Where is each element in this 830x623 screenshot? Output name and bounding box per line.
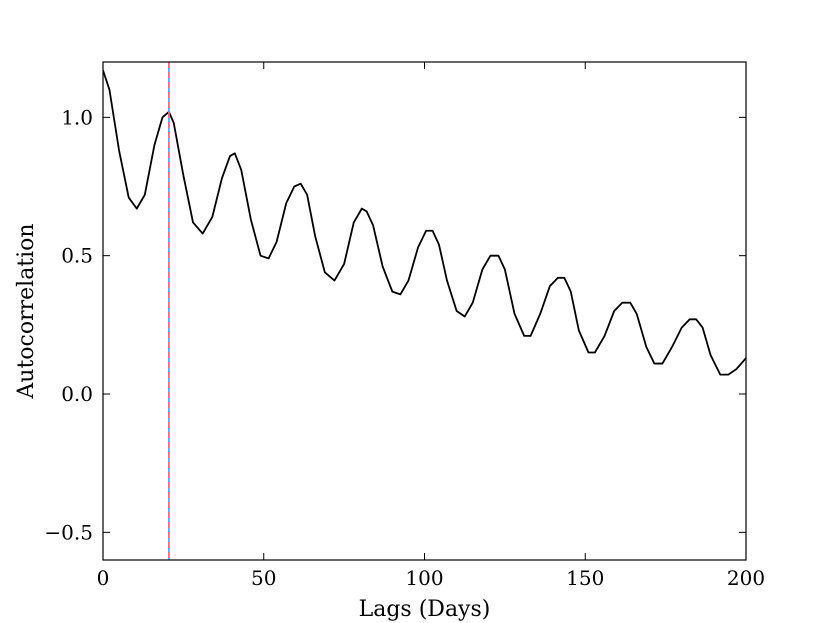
x-tick-label: 50	[251, 566, 276, 590]
x-axis-label: Lags (Days)	[359, 597, 491, 622]
plot-frame	[102, 61, 747, 561]
plot-area	[103, 62, 746, 560]
axes: 0 50 100 150 200 −0.5 0.0 0.5 1.0	[44, 61, 765, 590]
x-tick-label: 200	[727, 566, 765, 590]
y-tick-label: 1.0	[61, 105, 93, 129]
x-tick-label: 100	[405, 566, 443, 590]
x-tick-label: 150	[566, 566, 604, 590]
y-axis-label: Autocorrelation	[14, 223, 39, 399]
y-tick-label: −0.5	[44, 520, 93, 544]
x-tick-label: 0	[97, 566, 110, 590]
y-tick-label: 0.5	[61, 244, 93, 268]
y-tick-label: 0.0	[61, 382, 93, 406]
series-line-0	[103, 70, 746, 376]
